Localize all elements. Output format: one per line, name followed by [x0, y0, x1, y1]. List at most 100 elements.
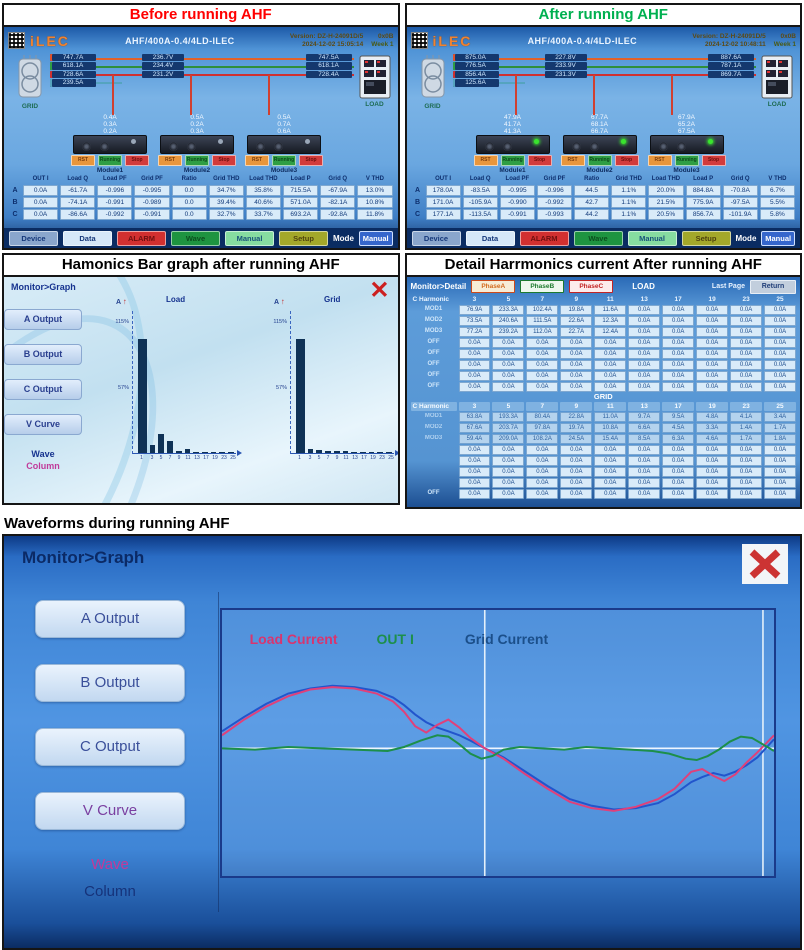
- a-output-button[interactable]: A Output: [35, 600, 185, 638]
- harmonic-bar: [325, 450, 331, 453]
- nav-alarm-button[interactable]: ALARM: [117, 230, 166, 246]
- wave-link[interactable]: Wave: [91, 856, 129, 873]
- column-link[interactable]: Column: [84, 883, 136, 900]
- nav-alarm-button[interactable]: ALARM: [519, 230, 569, 246]
- nav-device-button[interactable]: Device: [411, 230, 461, 246]
- module-module1: 47.9A 41.7A 41.3A RST Running Stop Module1: [473, 114, 553, 174]
- harmonics-charts: A ↑ Load 115% 57% 1 3 5 7 9 11 13 17 19 23 25 A ↑ Gr…: [82, 277, 398, 503]
- harmonic-col-header: 3: [458, 402, 491, 411]
- mode-value-button[interactable]: Manual: [358, 230, 393, 246]
- running-button[interactable]: Running: [674, 154, 699, 166]
- rst-button[interactable]: RST: [647, 154, 672, 166]
- nav-manual-button[interactable]: Manual: [627, 230, 677, 246]
- module-current-value: 65.2A: [678, 120, 695, 128]
- row-label: C: [12, 211, 18, 218]
- b-output-button[interactable]: B Output: [4, 344, 82, 365]
- phase-b-button[interactable]: PhaseB: [520, 280, 565, 293]
- mode-value-button[interactable]: Manual: [761, 230, 795, 246]
- nav-setup-button[interactable]: Setup: [279, 230, 328, 246]
- c-output-button[interactable]: C Output: [4, 379, 82, 400]
- bargraph-screen: Monitor>Graph ✕ A Output B Output C Outp…: [2, 277, 400, 505]
- table-cell: 33.7%: [245, 209, 282, 220]
- stop-button[interactable]: Stop: [614, 154, 639, 166]
- harmonic-cell: 73.5A: [458, 316, 491, 326]
- harmonic-cell: 3.3A: [696, 423, 729, 433]
- harmonic-cell: 0.0A: [594, 445, 627, 455]
- harmonic-bar: [210, 452, 217, 453]
- rst-button[interactable]: RST: [71, 154, 95, 166]
- v-curve-button[interactable]: V Curve: [35, 792, 185, 830]
- stop-button[interactable]: Stop: [125, 154, 149, 166]
- rst-button[interactable]: RST: [245, 154, 269, 166]
- running-button[interactable]: Running: [272, 154, 296, 166]
- load-panel-icon: [761, 55, 793, 99]
- running-button[interactable]: Running: [587, 154, 612, 166]
- device-version-block: Version: DZ-H-24091D/5 0x0B 2024-12-02 1…: [692, 33, 796, 49]
- harmonic-cell: 0.0A: [560, 456, 593, 466]
- stop-button[interactable]: Stop: [527, 154, 552, 166]
- fan-icon: [169, 141, 178, 151]
- harmonic-col-header: 3: [472, 296, 477, 303]
- column-header: Load THD: [249, 176, 278, 182]
- nav-setup-button[interactable]: Setup: [681, 230, 731, 246]
- stop-button[interactable]: Stop: [299, 154, 323, 166]
- datetime: 2024-12-02 10:48:11: [704, 40, 766, 48]
- hex-code: 0x0B: [780, 32, 796, 40]
- rst-button[interactable]: RST: [473, 154, 498, 166]
- nav-data-button[interactable]: Data: [465, 230, 515, 246]
- table-cell: 775.9A: [685, 197, 721, 208]
- brand-logo: iLEC: [432, 32, 473, 49]
- phase-c-button[interactable]: PhaseC: [569, 280, 614, 293]
- x-tick-label: 19: [212, 455, 218, 461]
- nav-manual-button[interactable]: Manual: [225, 230, 274, 246]
- row-label: [411, 445, 457, 455]
- row-label: OFF: [427, 350, 440, 356]
- chart-title: Grid: [324, 295, 341, 304]
- running-button[interactable]: Running: [98, 154, 122, 166]
- close-button[interactable]: [742, 544, 788, 584]
- panel-title-before: Before running AHF: [2, 3, 400, 27]
- device-version-block: Version: DZ-H-24091D/5 0x0B 2024-12-02 1…: [290, 33, 394, 49]
- harmonic-cell: 0.0A: [628, 371, 661, 381]
- v-curve-button[interactable]: V Curve: [4, 414, 82, 435]
- nav-wave-button[interactable]: Wave: [171, 230, 220, 246]
- harmonic-cell: 0.0A: [764, 478, 796, 488]
- table-cell: 177.1A: [425, 209, 461, 220]
- breadcrumb: Monitor>Detail: [410, 282, 467, 291]
- status-led-icon: [533, 138, 539, 144]
- rst-button[interactable]: RST: [158, 154, 182, 166]
- b-output-button[interactable]: B Output: [35, 664, 185, 702]
- detail-header: Monitor>Detail PhaseA PhaseB PhaseC LOAD…: [410, 279, 796, 294]
- breadcrumb: Monitor>Graph: [22, 548, 145, 567]
- harmonic-cell: 0.0A: [458, 467, 491, 477]
- stop-button[interactable]: Stop: [701, 154, 726, 166]
- bus-line-phase-a: [56, 57, 354, 60]
- phase-a-button[interactable]: PhaseA: [471, 280, 516, 293]
- harmonic-cell: 3.4A: [764, 412, 796, 422]
- harmonic-cell: 12.3A: [594, 316, 627, 326]
- column-link[interactable]: Column: [26, 461, 60, 471]
- a-output-button[interactable]: A Output: [4, 309, 82, 330]
- harmonic-col-header: 25: [764, 402, 796, 411]
- load-harmonics-table: C Harmonic 3 5 7 9 11 13 17 19 23 25 MOD1 76.9A 233.3…: [411, 295, 796, 392]
- close-icon[interactable]: ✕: [369, 277, 390, 304]
- harmonic-cell: 63.8A: [458, 412, 491, 422]
- running-button[interactable]: Running: [185, 154, 209, 166]
- table-cell: 1.1%: [611, 185, 647, 196]
- harmonic-cell: 0.0A: [458, 382, 491, 392]
- wave-link[interactable]: Wave: [31, 449, 55, 459]
- nav-device-button[interactable]: Device: [9, 230, 58, 246]
- bar-plot: 115% 57%: [115, 311, 242, 456]
- x-tick-label: 7: [168, 455, 172, 461]
- rst-button[interactable]: RST: [560, 154, 585, 166]
- stop-button[interactable]: Stop: [212, 154, 236, 166]
- nav-wave-button[interactable]: Wave: [573, 230, 623, 246]
- c-output-button[interactable]: C Output: [35, 728, 185, 766]
- return-button[interactable]: Return: [750, 279, 796, 294]
- modules-strip: 47.9A 41.7A 41.3A RST Running Stop Module1 67.7…: [407, 114, 801, 174]
- nav-data-button[interactable]: Data: [63, 230, 112, 246]
- last-page-label[interactable]: Last Page: [711, 283, 745, 290]
- running-button[interactable]: Running: [500, 154, 525, 166]
- y-axis-label: A ↑: [116, 297, 127, 306]
- harmonic-cell: 67.6A: [458, 423, 491, 433]
